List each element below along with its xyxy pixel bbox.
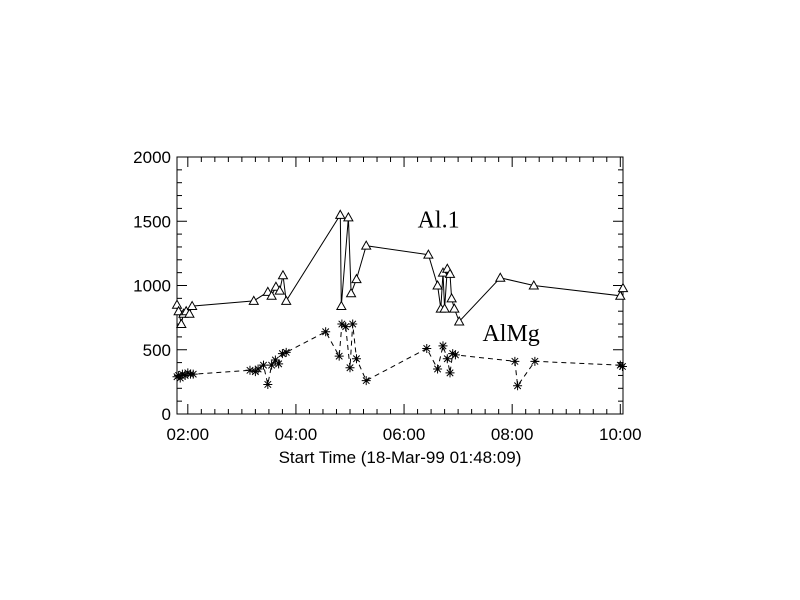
data-point bbox=[453, 315, 465, 326]
data-point bbox=[248, 295, 260, 305]
y-axis: 0 500 1000 1500 2000 bbox=[133, 148, 623, 424]
data-point bbox=[274, 285, 286, 295]
data-point bbox=[245, 365, 255, 375]
series-layer bbox=[171, 209, 629, 391]
y-tick-label: 1000 bbox=[133, 277, 171, 296]
data-point bbox=[280, 295, 292, 305]
data-point bbox=[615, 360, 625, 370]
data-point bbox=[253, 364, 263, 374]
data-point bbox=[360, 240, 372, 250]
data-point bbox=[614, 290, 626, 300]
data-point bbox=[444, 268, 456, 278]
data-point bbox=[177, 369, 187, 379]
x-tick-label: 10:00 bbox=[599, 425, 642, 444]
data-point bbox=[422, 343, 432, 353]
data-point bbox=[348, 319, 358, 329]
data-point bbox=[446, 292, 457, 303]
data-point bbox=[335, 300, 347, 311]
data-point bbox=[174, 370, 184, 380]
data-point bbox=[361, 376, 371, 386]
data-point bbox=[334, 209, 346, 219]
series-label-almg: AlMg bbox=[482, 321, 539, 347]
data-point bbox=[351, 273, 362, 284]
series-line bbox=[176, 323, 623, 388]
series-al1 bbox=[171, 209, 629, 329]
data-point bbox=[175, 373, 185, 383]
x-axis-title: Start Time (18-Mar-99 01:48:09) bbox=[279, 448, 522, 467]
data-point bbox=[281, 347, 291, 357]
plot-frame bbox=[176, 156, 624, 415]
series-almg bbox=[172, 319, 627, 391]
data-point bbox=[442, 354, 452, 364]
data-point bbox=[617, 361, 627, 371]
data-point bbox=[184, 308, 195, 318]
data-point bbox=[277, 269, 289, 280]
x-axis: 02:00 04:00 06:00 08:00 10:00 bbox=[167, 157, 642, 444]
y-tick-label: 2000 bbox=[133, 148, 171, 167]
data-point bbox=[321, 327, 331, 337]
data-point bbox=[175, 318, 187, 329]
x-tick-label: 06:00 bbox=[383, 425, 426, 444]
y-tick-label: 1500 bbox=[133, 212, 171, 231]
data-point bbox=[274, 359, 284, 369]
x-tick-label: 04:00 bbox=[275, 425, 318, 444]
x-tick-label: 08:00 bbox=[491, 425, 534, 444]
annotation-layer: Al.1 AlMg bbox=[418, 208, 540, 347]
data-point bbox=[188, 369, 198, 379]
data-point bbox=[423, 249, 434, 259]
data-point bbox=[433, 364, 443, 374]
data-point bbox=[267, 360, 277, 370]
series-label-al1: Al.1 bbox=[418, 208, 460, 234]
plot-border bbox=[176, 156, 624, 415]
data-point bbox=[266, 290, 277, 300]
y-tick-label: 500 bbox=[143, 341, 171, 360]
data-point bbox=[494, 272, 506, 282]
data-point bbox=[183, 368, 193, 378]
data-point bbox=[173, 305, 184, 316]
data-point bbox=[263, 379, 273, 389]
data-point bbox=[448, 349, 458, 359]
data-point bbox=[528, 279, 540, 290]
data-point bbox=[617, 282, 629, 293]
data-point bbox=[439, 303, 450, 313]
data-point bbox=[334, 351, 344, 361]
data-point bbox=[258, 360, 268, 370]
data-point bbox=[510, 356, 520, 366]
data-point bbox=[171, 299, 183, 309]
data-point bbox=[513, 381, 523, 391]
data-point bbox=[341, 322, 351, 332]
data-point bbox=[445, 368, 455, 378]
data-point bbox=[343, 211, 354, 222]
data-point bbox=[277, 349, 287, 359]
data-point bbox=[450, 350, 460, 360]
data-point bbox=[448, 303, 460, 313]
x-tick-label: 02:00 bbox=[167, 425, 210, 444]
data-point bbox=[270, 355, 280, 365]
data-point bbox=[530, 356, 540, 366]
data-point bbox=[351, 354, 361, 364]
data-point bbox=[337, 319, 347, 329]
y-tick-label: 0 bbox=[162, 405, 171, 424]
data-point bbox=[432, 279, 443, 290]
series-line bbox=[176, 213, 624, 325]
data-point bbox=[345, 363, 355, 373]
data-point bbox=[186, 300, 198, 311]
data-point bbox=[438, 341, 448, 351]
data-point bbox=[345, 287, 357, 298]
